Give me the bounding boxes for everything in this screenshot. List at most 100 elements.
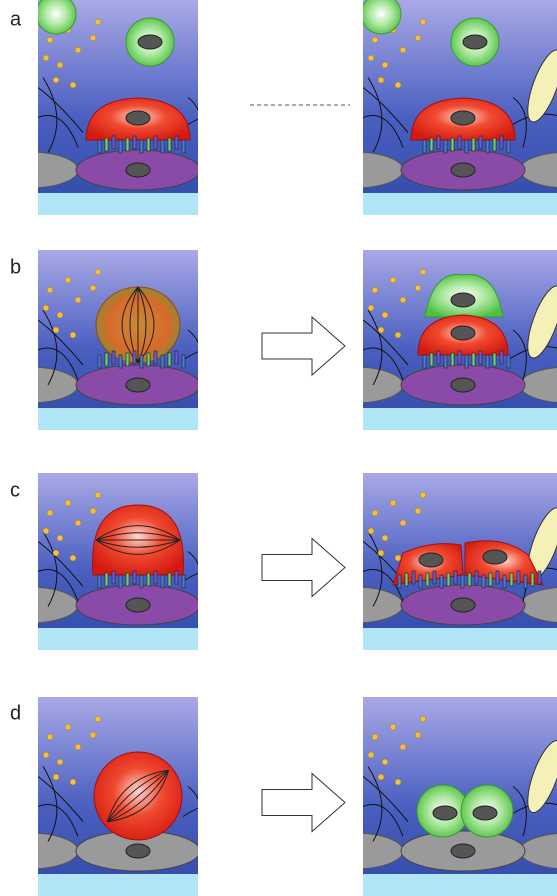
receptor bbox=[460, 574, 465, 589]
receptor bbox=[97, 354, 102, 369]
spindle bbox=[106, 769, 170, 823]
receptor bbox=[499, 135, 504, 150]
nucleus bbox=[125, 377, 151, 393]
fiber bbox=[363, 115, 404, 148]
receptor bbox=[139, 139, 144, 154]
fiber bbox=[363, 804, 404, 837]
spindle-fiber bbox=[106, 769, 169, 822]
fiber bbox=[512, 329, 527, 381]
particle bbox=[414, 34, 422, 42]
panel bbox=[363, 473, 557, 650]
particle bbox=[42, 527, 50, 535]
spindle-fiber bbox=[107, 770, 170, 823]
panel bbox=[38, 0, 198, 215]
particle bbox=[414, 731, 422, 739]
receptor bbox=[139, 354, 144, 369]
receptor bbox=[181, 354, 186, 369]
particle bbox=[56, 61, 64, 69]
receptor bbox=[432, 570, 437, 585]
fiber bbox=[42, 77, 58, 153]
receptor bbox=[125, 572, 130, 587]
receptor bbox=[478, 350, 483, 365]
particle bbox=[394, 331, 402, 339]
green-cell bbox=[363, 0, 402, 35]
yellow-cell bbox=[196, 282, 245, 362]
receptor bbox=[418, 574, 423, 589]
gray-cell bbox=[363, 832, 404, 870]
receptor bbox=[457, 135, 462, 150]
fiber bbox=[38, 541, 84, 587]
receptor bbox=[516, 570, 521, 585]
gray-cell bbox=[194, 378, 198, 392]
fiber bbox=[42, 309, 58, 386]
receptor bbox=[132, 570, 137, 585]
panel bbox=[363, 0, 557, 215]
particle bbox=[89, 284, 97, 292]
arrow bbox=[261, 772, 346, 833]
particle bbox=[394, 554, 402, 562]
particle bbox=[414, 507, 422, 515]
particle bbox=[367, 751, 375, 759]
receptor bbox=[118, 574, 123, 589]
receptor bbox=[495, 570, 500, 585]
gray-cell bbox=[363, 151, 404, 189]
particle bbox=[381, 311, 389, 319]
receptor bbox=[111, 570, 116, 585]
arrow bbox=[261, 315, 346, 377]
particle bbox=[389, 499, 397, 507]
receptor bbox=[429, 352, 434, 367]
particle bbox=[381, 534, 389, 542]
particle bbox=[399, 519, 407, 527]
receptor bbox=[167, 572, 172, 587]
particle bbox=[381, 758, 389, 766]
receptor bbox=[499, 350, 504, 365]
particle bbox=[377, 549, 385, 557]
particle bbox=[94, 715, 102, 723]
particle bbox=[52, 326, 60, 334]
receptor bbox=[506, 354, 511, 369]
particle bbox=[381, 61, 389, 69]
receptor bbox=[146, 137, 151, 152]
receptor bbox=[146, 572, 151, 587]
nucleus bbox=[450, 597, 476, 613]
spindle-fiber bbox=[95, 532, 181, 541]
nucleus bbox=[482, 549, 508, 565]
basal-fluid bbox=[363, 408, 557, 430]
nucleus bbox=[450, 843, 476, 859]
receptor bbox=[474, 570, 479, 585]
nucleus bbox=[432, 805, 458, 821]
receptor bbox=[132, 350, 137, 365]
particle bbox=[74, 519, 82, 527]
nucleus bbox=[125, 162, 151, 178]
fiber bbox=[38, 115, 79, 148]
nucleus bbox=[137, 34, 163, 50]
gray-cell bbox=[363, 586, 404, 624]
basal-fluid bbox=[363, 193, 557, 215]
receptor bbox=[111, 350, 116, 365]
nucleus bbox=[462, 34, 488, 50]
fiber bbox=[512, 97, 527, 148]
nucleus bbox=[450, 162, 476, 178]
nucleus bbox=[125, 110, 151, 126]
receptor bbox=[167, 137, 172, 152]
panel-label: b bbox=[10, 256, 21, 278]
receptor bbox=[97, 574, 102, 589]
particle bbox=[94, 491, 102, 499]
particle bbox=[52, 549, 60, 557]
particle bbox=[419, 491, 427, 499]
nucleus bbox=[125, 597, 151, 613]
panel bbox=[363, 697, 557, 896]
receptor bbox=[523, 574, 528, 589]
nucleus bbox=[450, 110, 476, 126]
receptor bbox=[488, 572, 493, 587]
particle bbox=[377, 773, 385, 781]
spindle-fiber bbox=[95, 539, 181, 555]
receptor bbox=[181, 574, 186, 589]
panel-label: a bbox=[10, 8, 22, 30]
receptor bbox=[404, 572, 409, 587]
green-cell bbox=[38, 0, 77, 35]
receptor bbox=[125, 137, 130, 152]
panel bbox=[363, 250, 557, 430]
receptor bbox=[111, 135, 116, 150]
